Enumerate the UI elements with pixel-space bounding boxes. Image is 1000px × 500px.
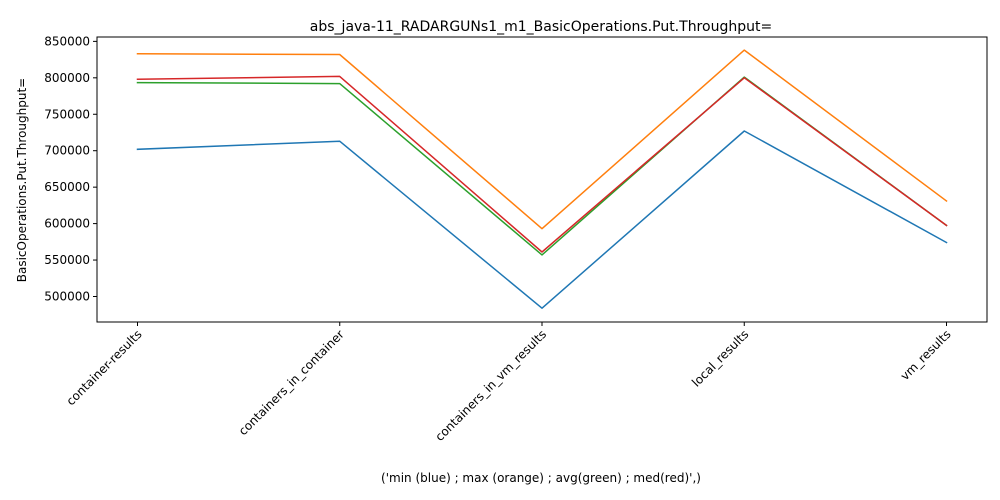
x-axis-label: ('min (blue) ; max (orange) ; avg(green)… — [381, 471, 701, 485]
series-layer — [136, 49, 948, 309]
x-tick-label: container-results — [64, 327, 145, 408]
y-tick-label: 750000 — [44, 107, 90, 121]
x-tick-label: containers_in_container — [236, 327, 347, 438]
y-axis: 500000 550000 600000 650000 700000 750000 8000… — [44, 34, 97, 303]
y-axis-label: BasicOperations.Put.Throughput= — [15, 78, 29, 282]
y-tick-label: 700000 — [44, 144, 90, 158]
y-tick-label: 550000 — [44, 253, 90, 267]
x-tick-label: vm_results — [898, 327, 954, 383]
y-tick-label: 500000 — [44, 289, 90, 303]
y-tick-label: 850000 — [44, 34, 90, 48]
x-tick-label: containers_in_vm_results — [432, 327, 549, 444]
series-line-1 — [136, 130, 948, 309]
y-tick-label: 650000 — [44, 180, 90, 194]
series-line-4 — [136, 75, 948, 253]
series-line-2 — [136, 49, 948, 230]
y-tick-label: 800000 — [44, 71, 90, 85]
chart-title: abs_java-11_RADARGUNs1_m1_BasicOperation… — [310, 19, 772, 35]
plot-frame — [96, 36, 988, 323]
x-tick-label: local_results — [689, 327, 751, 389]
y-tick-label: 600000 — [44, 217, 90, 231]
x-axis: container-results containers_in_container… — [64, 322, 954, 444]
